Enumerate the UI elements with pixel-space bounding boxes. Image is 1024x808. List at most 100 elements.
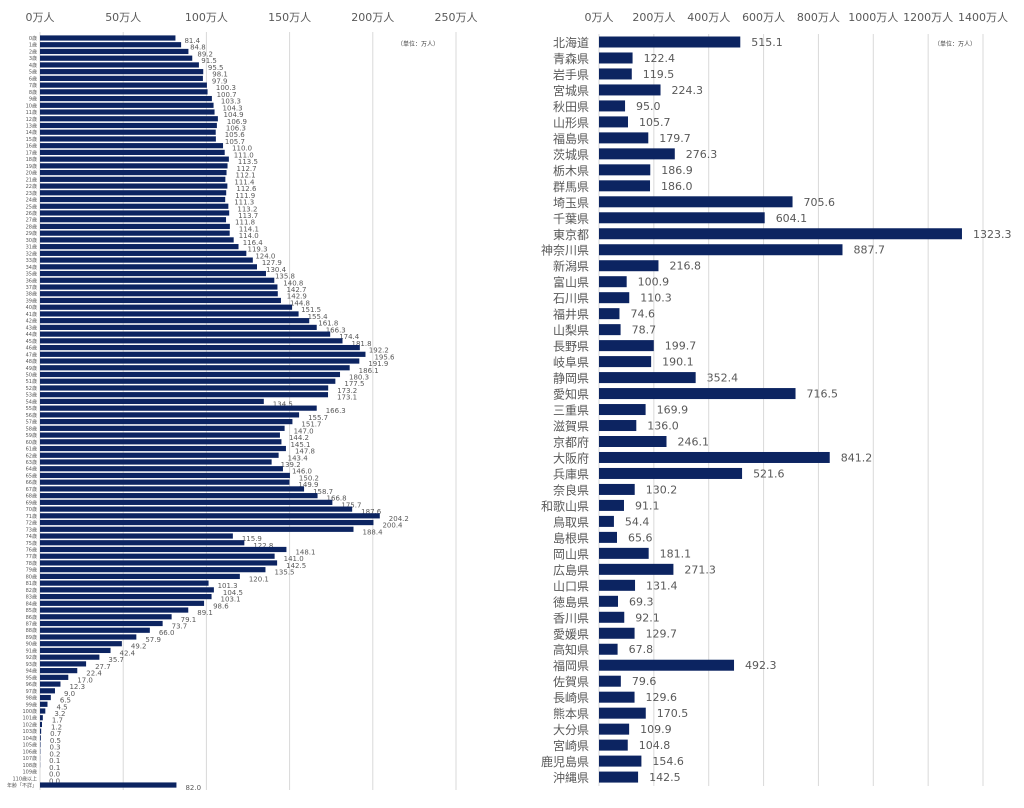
bar (599, 116, 628, 128)
bar (40, 338, 343, 344)
bar (40, 439, 282, 445)
data-label: 136.0 (647, 420, 679, 433)
category-label: 長崎県 (553, 691, 589, 705)
bar (599, 771, 639, 783)
bar (40, 567, 266, 573)
data-label: 148.1 (295, 548, 315, 556)
bar (599, 52, 633, 64)
category-label: 32歳 (26, 250, 37, 257)
data-label: 110.0 (232, 145, 252, 153)
category-label: 2歳 (29, 48, 37, 55)
category-label: 26歳 (26, 210, 37, 217)
data-label: 4.5 (56, 703, 67, 711)
data-label: 12.3 (69, 683, 85, 691)
data-label: 79.1 (181, 616, 197, 624)
data-label: 151.7 (301, 421, 321, 429)
data-label: 127.9 (262, 259, 282, 267)
bar (599, 755, 642, 767)
data-label: 173.2 (337, 387, 357, 395)
data-label: 6.5 (60, 697, 71, 705)
data-label: 91.5 (201, 57, 217, 65)
data-label: 0.1 (49, 757, 60, 765)
bar (40, 398, 264, 405)
data-label: 57.9 (145, 636, 161, 644)
data-label: 130.4 (266, 266, 287, 274)
category-label: 55歳 (26, 405, 37, 412)
category-label: 60歳 (26, 439, 37, 446)
data-label: 142.7 (286, 286, 306, 294)
bar (40, 432, 280, 438)
bar (40, 560, 278, 566)
data-label: 155.7 (308, 414, 328, 422)
data-label: 187.6 (361, 508, 382, 516)
data-label: 65.6 (628, 531, 653, 544)
bar (40, 519, 374, 526)
bar (599, 260, 659, 272)
data-label: 122.4 (644, 52, 676, 65)
data-label: 130.2 (646, 483, 678, 496)
bar (40, 688, 55, 694)
category-label: 島根県 (553, 530, 589, 545)
unit-note: （単位：万人） (397, 40, 439, 48)
x-tick-label: 250万人 (435, 11, 478, 24)
category-label: 22歳 (26, 183, 37, 190)
bar (40, 358, 360, 364)
bar (40, 35, 176, 41)
category-label: 82歳 (26, 587, 37, 594)
category-label: 青森県 (553, 51, 589, 66)
category-label: 福岡県 (553, 658, 589, 673)
data-label: 141.0 (284, 555, 304, 563)
data-label: 114.0 (239, 232, 259, 240)
category-label: 109歳 (22, 769, 37, 776)
data-label: 140.8 (283, 279, 303, 287)
data-label: 69.3 (629, 595, 654, 608)
bar (599, 451, 830, 463)
category-label: 24歳 (26, 197, 37, 204)
bar (40, 351, 366, 357)
data-label: 0.0 (49, 771, 60, 779)
bar (599, 611, 625, 623)
bar (40, 607, 189, 613)
data-label: 91.1 (635, 499, 660, 512)
category-label: 富山県 (553, 275, 589, 290)
data-label: 186.1 (359, 367, 379, 375)
category-label: 91歳 (26, 647, 37, 654)
bar (599, 739, 628, 751)
data-label: 111.9 (235, 192, 255, 200)
category-label: 11歳 (26, 109, 37, 116)
category-label: 98歳 (26, 695, 37, 702)
bar (40, 250, 247, 256)
category-label: 20歳 (26, 170, 37, 177)
bar (40, 217, 227, 223)
category-label: 10歳 (26, 102, 37, 109)
data-label: 0.2 (49, 750, 60, 758)
category-label: 65歳 (26, 472, 37, 479)
bar (599, 675, 621, 687)
bar (40, 190, 227, 196)
bar (599, 467, 743, 479)
category-label: 千葉県 (553, 212, 589, 226)
category-label: 6歳 (29, 75, 37, 82)
category-label: 香川県 (553, 611, 589, 625)
category-label: 75歳 (26, 540, 37, 547)
bar (40, 641, 122, 647)
bar (40, 48, 189, 55)
data-label: 115.9 (242, 535, 262, 543)
category-label: 35歳 (26, 271, 37, 278)
data-label: 195.6 (374, 353, 395, 361)
category-label: 68歳 (26, 493, 37, 500)
bar (40, 526, 354, 532)
bar (40, 109, 215, 115)
bar (599, 579, 636, 591)
category-label: 81歳 (26, 580, 37, 587)
data-label: 143.4 (288, 454, 309, 462)
bar (40, 75, 203, 81)
bar (599, 483, 635, 495)
data-label: 174.4 (339, 333, 360, 341)
bar (40, 196, 226, 203)
category-label: 90歳 (26, 641, 37, 648)
data-label: 98.1 (212, 71, 228, 79)
category-label: 38歳 (26, 291, 37, 298)
bar (40, 445, 286, 452)
